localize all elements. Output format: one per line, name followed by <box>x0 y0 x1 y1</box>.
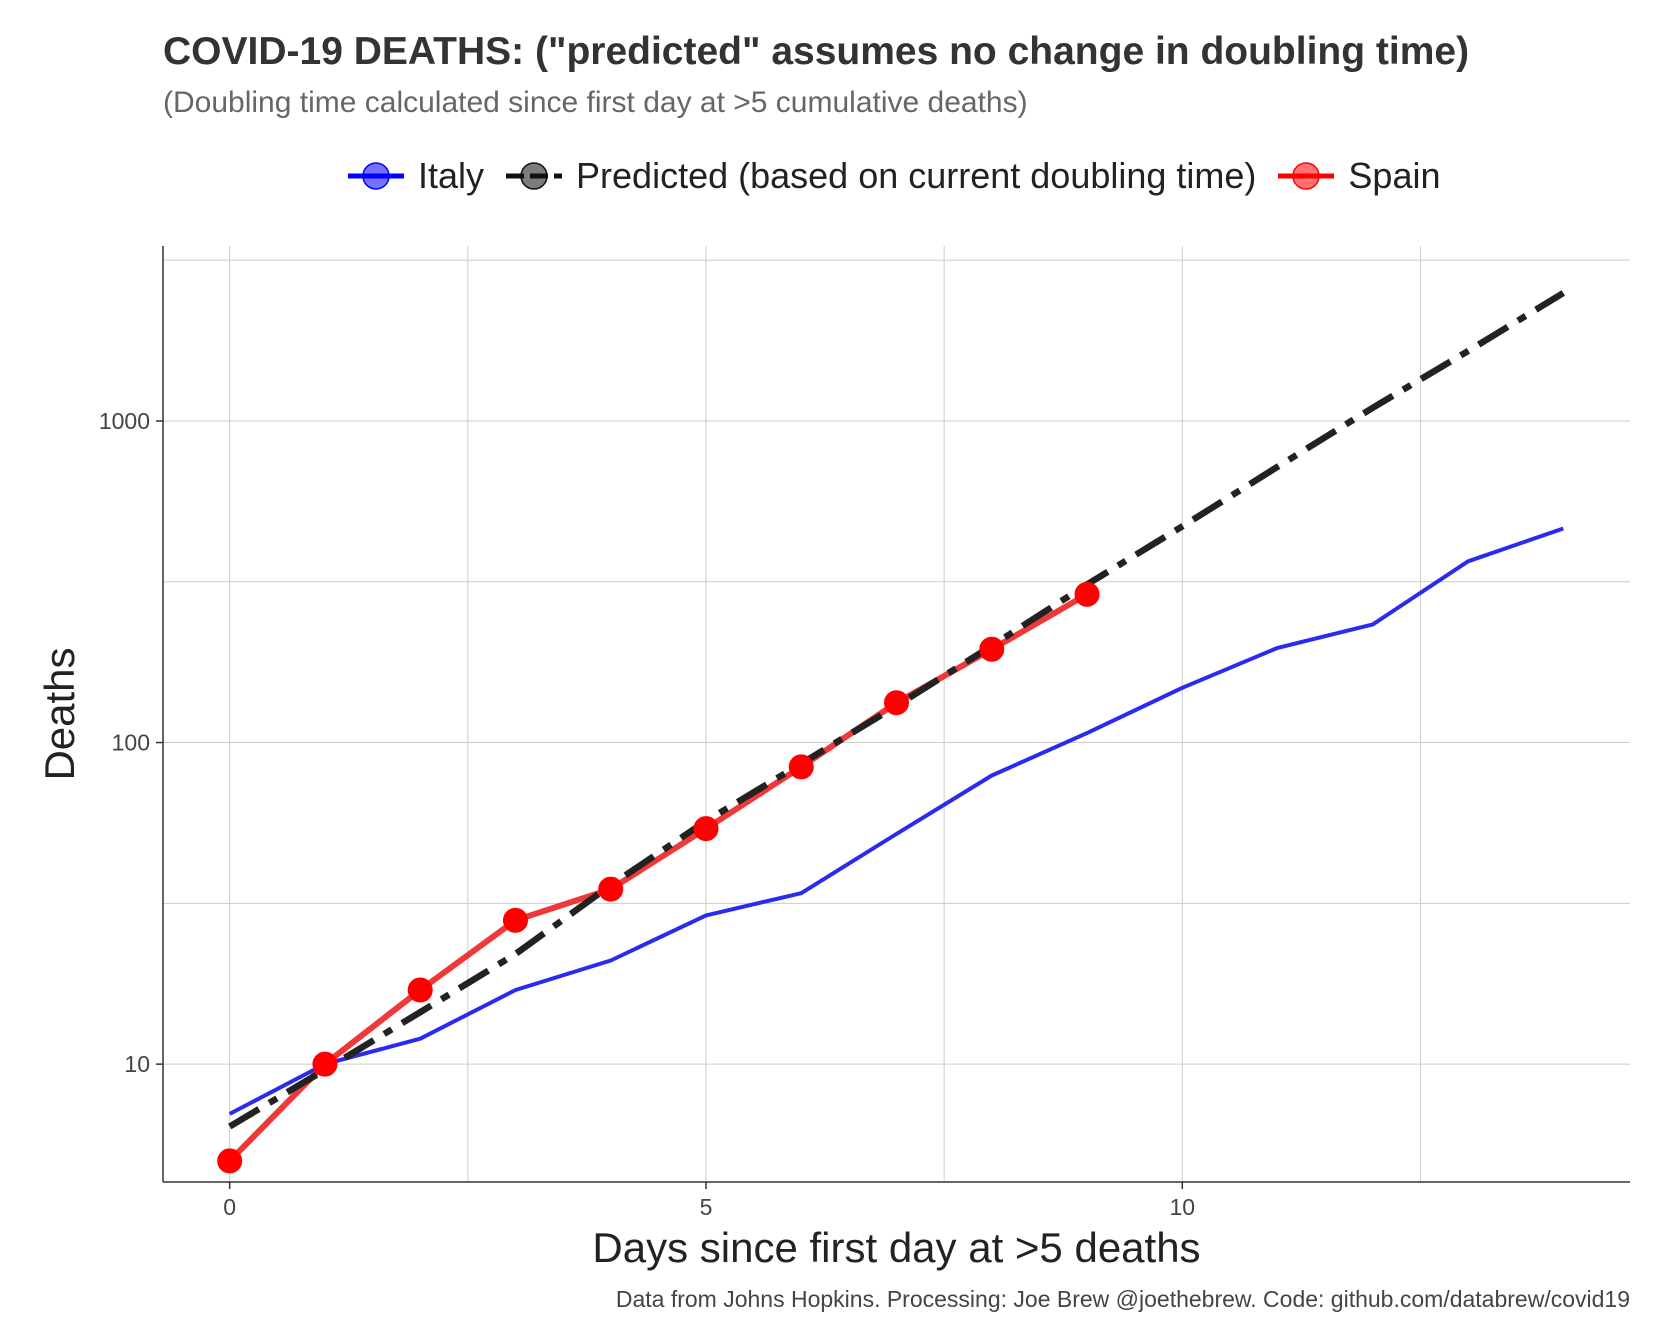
data-point-spain <box>217 1148 243 1174</box>
grid <box>163 246 1630 1182</box>
chart-subtitle: (Doubling time calculated since first da… <box>163 86 1028 119</box>
data-point-spain <box>1074 581 1100 607</box>
y-tick-label: 10 <box>124 1051 150 1077</box>
data-point-spain <box>598 876 624 902</box>
x-tick-label: 0 <box>223 1194 236 1220</box>
y-tick-label: 1000 <box>99 408 150 434</box>
series-line-italy <box>228 526 1564 1116</box>
data-point-spain <box>979 636 1005 662</box>
axes <box>162 246 1630 1183</box>
x-tick-label: 5 <box>700 1194 713 1220</box>
chart-title: COVID-19 DEATHS: ("predicted" assumes no… <box>163 30 1470 73</box>
legend-label-spain: Spain <box>1348 155 1441 196</box>
data-point-spain <box>788 754 814 780</box>
legend-item-predicted: Predicted (based on current doubling tim… <box>504 155 1256 197</box>
data-point-spain <box>312 1051 338 1077</box>
legend-key-italy <box>348 162 404 190</box>
legend-item-italy: Italy <box>346 155 484 197</box>
series-layer <box>217 290 1565 1174</box>
y-axis-title: Deaths <box>36 647 83 780</box>
legend-item-spain: Spain <box>1276 155 1441 197</box>
y-tick-label: 100 <box>112 730 150 756</box>
data-point-spain <box>693 816 719 842</box>
legend: Italy Predicted (based on current doubli… <box>346 150 1461 202</box>
data-point-spain <box>884 690 909 716</box>
legend-label-italy: Italy <box>418 155 485 196</box>
legend-key-predicted <box>506 162 563 190</box>
x-axis-title: Days since first day at >5 deaths <box>592 1224 1200 1271</box>
chart-caption: Data from Johns Hopkins. Processing: Joe… <box>615 1286 1630 1312</box>
legend-label-predicted: Predicted (based on current doubling tim… <box>576 155 1257 196</box>
x-tick-label: 10 <box>1169 1194 1195 1220</box>
tick-labels: 0 5 10 10 100 1000 <box>99 408 1195 1220</box>
data-point-spain <box>407 977 433 1003</box>
series-line-spain <box>227 591 1089 1164</box>
legend-key-spain <box>1278 162 1335 190</box>
data-point-spain <box>502 907 528 933</box>
